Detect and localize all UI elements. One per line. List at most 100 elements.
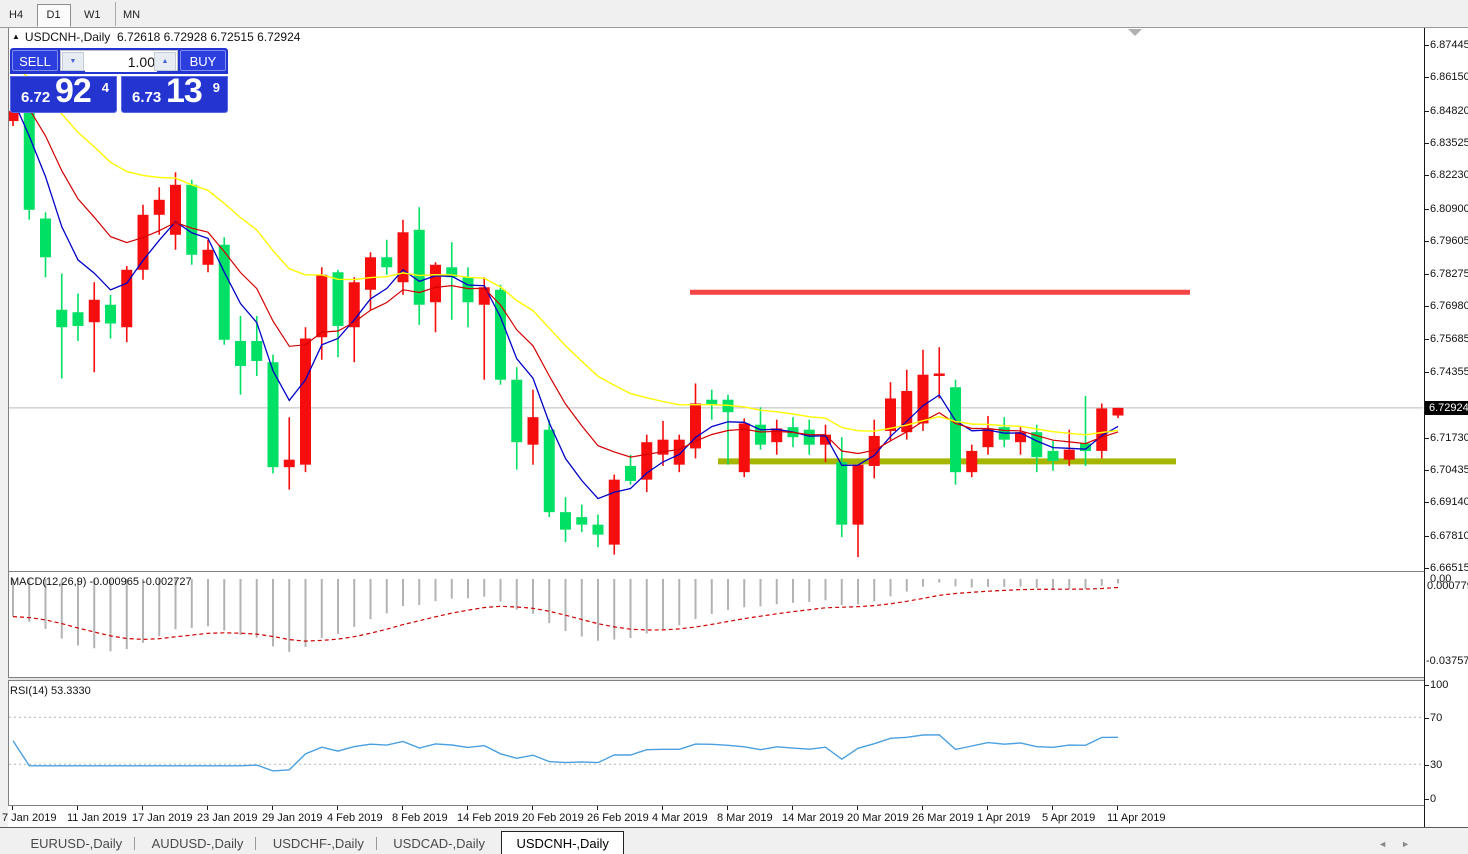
candle-body [235, 340, 246, 366]
candle-body [511, 379, 523, 443]
price-axis-label: 6.84820 [1430, 104, 1468, 117]
candle-body [592, 524, 604, 535]
price-axis-label: 6.76980 [1430, 300, 1468, 313]
ask-price-prefix: 6.73 [132, 89, 162, 106]
date-axis-tick [402, 806, 403, 810]
date-axis-label: 8 Mar 2019 [717, 812, 773, 824]
chart-tab-bar: EURUSD-,Daily AUDUSD-,Daily USDCHF-,Dail… [0, 827, 1468, 854]
candle-body [933, 373, 945, 376]
price-axis-label: 6.78275 [1430, 268, 1468, 281]
scroll-to-end-marker [1128, 29, 1142, 36]
candle-body [690, 403, 701, 449]
price-axis-tick [1425, 240, 1429, 242]
candle-body [397, 232, 409, 283]
price-axis-tick [1425, 470, 1429, 472]
price-axis-tick [1425, 110, 1429, 112]
candle-body [625, 465, 636, 481]
volume-decrease-icon[interactable]: ▼ [62, 52, 84, 71]
chart-tab-audusd[interactable]: AUDUSD-,Daily [151, 836, 244, 851]
tab-timeframe-w1[interactable]: W1 [84, 9, 101, 21]
candle-body [202, 249, 214, 265]
tab-separator [134, 837, 136, 850]
panel-separator-bottom [8, 805, 1468, 806]
candle-body [1015, 432, 1026, 443]
scroll-left-icon[interactable]: ◄ [1378, 839, 1402, 849]
candle-body [105, 304, 116, 324]
date-axis-label: 4 Feb 2019 [327, 812, 383, 824]
tab-timeframe-h4[interactable]: H4 [9, 9, 24, 21]
date-axis-tick [792, 806, 793, 810]
volume-input[interactable] [85, 51, 157, 72]
tab-scroll-arrows[interactable]: ◄► [1378, 839, 1424, 849]
chart-tab-usdchf[interactable]: USDCHF-,Daily [272, 836, 364, 851]
date-axis-label: 17 Jan 2019 [132, 812, 193, 824]
scroll-right-icon[interactable]: ► [1401, 839, 1424, 849]
current-price-box: 6.72924 [1425, 400, 1468, 415]
candle-body [381, 257, 393, 268]
bid-quote-box[interactable]: 6.72 92 4 [10, 72, 117, 113]
candle-body [23, 104, 35, 210]
candle-body [9, 111, 19, 122]
price-axis-tick [1425, 77, 1429, 79]
candle-body [218, 244, 230, 340]
date-axis-label: 4 Mar 2019 [652, 812, 708, 824]
date-axis-tick [12, 806, 13, 810]
volume-field-wrap: ▼ ▲ [60, 50, 178, 72]
chart-window [8, 28, 1468, 854]
macd-axis-min-label: -0.037579 [1426, 655, 1468, 667]
candle-body [543, 429, 555, 513]
candle-body [1063, 449, 1075, 460]
date-axis-tick [857, 806, 858, 810]
candle-body [527, 417, 539, 445]
sell-button[interactable]: SELL [12, 50, 58, 71]
ma-mid-red [12, 86, 1119, 458]
tab-timeframe-mn[interactable]: MN [122, 9, 141, 21]
rsi-axis-label: 70 [1430, 712, 1443, 724]
ask-price-main: 13 [166, 72, 203, 110]
candle-body [332, 272, 344, 326]
date-axis-tick [597, 806, 598, 810]
candle-body [738, 423, 750, 473]
candle-body [446, 267, 458, 278]
ask-quote-box[interactable]: 6.73 13 9 [121, 72, 228, 113]
candle-body [137, 214, 149, 270]
timeframe-tab-bar: H4 D1 W1 MN [0, 0, 1468, 28]
buy-button[interactable]: BUY [180, 50, 226, 71]
panel-separator[interactable] [8, 571, 1468, 572]
price-axis-label: 6.69140 [1430, 496, 1468, 509]
candle-body [40, 218, 51, 258]
date-axis-label: 1 Apr 2019 [977, 812, 1031, 824]
panel-splitter[interactable] [8, 677, 1468, 681]
date-axis-tick [662, 806, 663, 810]
price-axis[interactable]: 6.87445 6.86150 6.84820 6.83525 6.82230 6.809… [1424, 28, 1468, 827]
date-axis[interactable]: 7 Jan 2019 11 Jan 2019 17 Jan 2019 23 Jan 2… [2, 806, 1424, 828]
tab-timeframe-d1[interactable]: D1 [36, 4, 71, 27]
chart-tab-eurusd[interactable]: EURUSD-,Daily [30, 836, 123, 851]
date-axis-tick [1052, 806, 1053, 810]
candle-body [982, 428, 994, 448]
date-axis-tick [337, 806, 338, 810]
price-axis-tick [1425, 567, 1429, 569]
macd-indicator-label: MACD(12,26,9) -0.000965 -0.002727 [10, 576, 192, 588]
candle-body [1047, 450, 1059, 461]
chart-tab-usdcnh[interactable]: USDCNH-,Daily [501, 831, 624, 854]
candle-body [316, 274, 328, 338]
candle-body [283, 459, 295, 468]
bid-price-pip: 4 [101, 80, 109, 95]
price-axis-tick [1425, 175, 1429, 177]
date-axis-label: 5 Apr 2019 [1042, 812, 1096, 824]
candle-body [365, 257, 376, 290]
candle-body [121, 269, 133, 328]
chart-symbol-label: USDCNH-,Daily [24, 30, 111, 44]
price-axis-label: 6.86150 [1430, 71, 1468, 84]
rsi-axis-label: 30 [1430, 759, 1443, 771]
price-axis-label: 6.71730 [1430, 431, 1468, 444]
candle-body [88, 299, 100, 323]
candle-body [56, 309, 68, 328]
collapse-quote-panel-icon[interactable]: ▲ [12, 32, 20, 41]
chart-tab-usdcad[interactable]: USDCAD-,Daily [393, 836, 486, 851]
volume-increase-icon[interactable]: ▲ [154, 52, 176, 71]
ma-fast-blue [12, 99, 1119, 500]
candle-body [1080, 443, 1091, 451]
